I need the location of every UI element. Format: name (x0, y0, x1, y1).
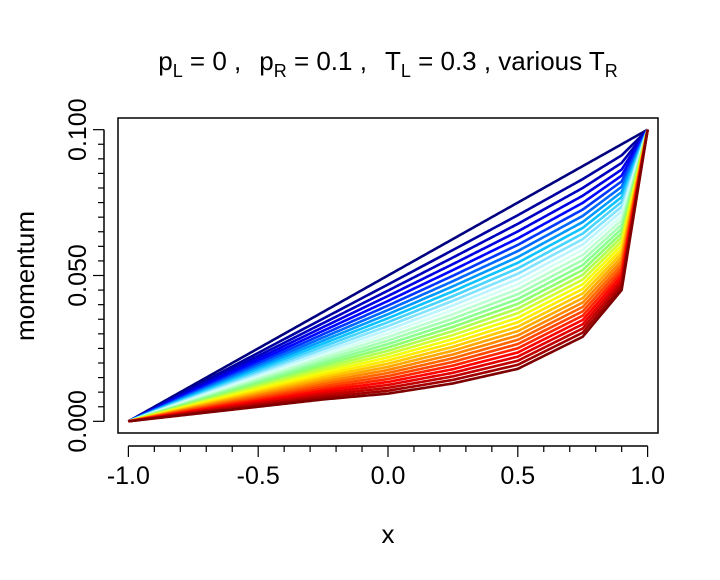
x-tick-label: 0.0 (371, 462, 406, 490)
series-line (127, 129, 649, 423)
title-t-left: T (385, 46, 401, 76)
x-tick-label: -0.5 (237, 462, 280, 490)
series-line (127, 128, 649, 423)
plot-frame (117, 117, 659, 434)
series-line (127, 128, 649, 423)
title-p-left-sub: L (173, 61, 183, 81)
chart-title: pL = 0 , pR = 0.1 , TL = 0.3 , various TR (158, 46, 618, 81)
title-p-right-value: = 0.1 , (287, 46, 367, 76)
y-tick-label: 0.000 (64, 390, 92, 453)
series-line (127, 128, 649, 423)
title-t-left-sub: L (401, 61, 411, 81)
y-tick-label: 0.050 (64, 244, 92, 307)
x-axis: -1.0 -0.5 0.0 0.5 1.0 (107, 445, 665, 490)
series-line (128, 129, 649, 423)
x-axis-label: x (382, 519, 395, 549)
y-axis: 0.000 0.050 0.100 (64, 98, 105, 453)
title-p-right-sub: R (274, 61, 287, 81)
title-p-left: p (158, 46, 172, 76)
title-p-right: p (259, 46, 273, 76)
title-p-left-value: = 0 , (183, 46, 242, 76)
x-tick-label: -1.0 (107, 462, 150, 490)
title-t-left-value: = 0.3 , various T (411, 46, 605, 76)
series-line (127, 128, 649, 423)
y-axis-label: momentum (10, 211, 40, 341)
title-t-right-sub: R (605, 61, 618, 81)
curve-family (127, 128, 649, 423)
x-tick-label: 0.5 (500, 462, 535, 490)
y-tick-label: 0.100 (64, 98, 92, 161)
series-line (127, 129, 649, 423)
x-tick-label: 1.0 (630, 462, 665, 490)
